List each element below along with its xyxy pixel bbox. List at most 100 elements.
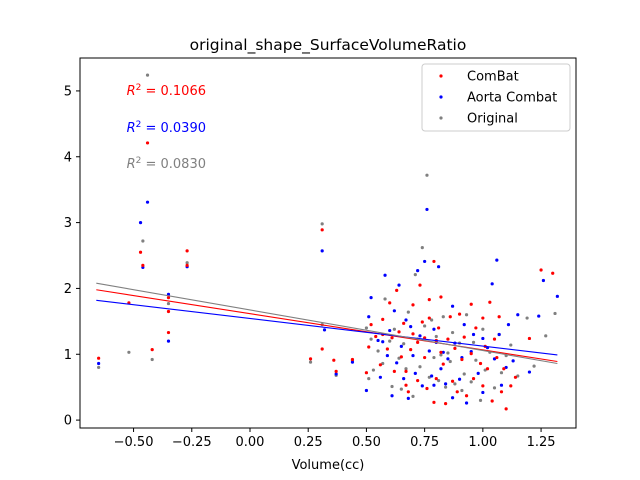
point-combat-68 xyxy=(474,326,478,330)
point-combat-39 xyxy=(416,340,420,345)
legend-box xyxy=(421,63,571,132)
point-combat-0 xyxy=(97,356,101,360)
point-aorta-combat-59 xyxy=(490,282,494,286)
r2-label-combat: R2 = 0.1066 xyxy=(127,83,206,99)
point-aorta-combat-36 xyxy=(427,349,431,353)
point-combat-83 xyxy=(513,375,518,379)
point-combat-27 xyxy=(392,369,396,373)
point-aorta-combat-13 xyxy=(369,296,373,300)
point-original-22 xyxy=(397,356,401,360)
point-original-21 xyxy=(392,327,396,331)
point-combat-10 xyxy=(185,263,189,267)
point-original-64 xyxy=(532,364,536,368)
point-aorta-combat-44 xyxy=(444,382,448,386)
point-original-53 xyxy=(478,398,483,402)
point-original-49 xyxy=(464,313,469,317)
point-combat-16 xyxy=(350,357,355,362)
y-tick-label: 2 xyxy=(64,282,72,297)
point-original-45 xyxy=(453,382,457,386)
point-original-50 xyxy=(469,380,473,384)
point-aorta-combat-26 xyxy=(404,318,408,322)
point-combat-12 xyxy=(320,228,324,232)
point-original-35 xyxy=(430,318,434,322)
point-original-38 xyxy=(437,379,441,383)
point-aorta-combat-41 xyxy=(437,265,441,269)
point-combat-23 xyxy=(381,317,385,321)
point-combat-69 xyxy=(478,361,483,366)
point-combat-59 xyxy=(453,346,457,350)
point-original-66 xyxy=(553,311,557,316)
point-combat-5 xyxy=(150,348,154,352)
point-combat-43 xyxy=(423,355,427,360)
point-aorta-combat-25 xyxy=(402,377,406,381)
point-combat-62 xyxy=(460,357,464,362)
point-aorta-combat-46 xyxy=(450,304,455,308)
point-combat-81 xyxy=(504,407,508,411)
x-tick-label: −0.50 xyxy=(114,435,154,450)
point-combat-37 xyxy=(411,303,415,307)
point-aorta-combat-22 xyxy=(395,361,399,365)
point-aorta-combat-24 xyxy=(399,344,403,348)
point-aorta-combat-60 xyxy=(492,357,497,361)
point-combat-15 xyxy=(334,369,338,373)
point-original-4 xyxy=(150,357,154,362)
point-aorta-combat-14 xyxy=(376,338,380,343)
point-aorta-combat-34 xyxy=(423,259,427,264)
point-aorta-combat-42 xyxy=(439,367,443,371)
point-aorta-combat-20 xyxy=(390,394,394,398)
point-original-24 xyxy=(402,342,406,346)
point-aorta-combat-68 xyxy=(527,370,532,374)
fit-line-combat xyxy=(96,289,558,363)
point-combat-18 xyxy=(367,345,371,349)
series-original xyxy=(97,73,557,402)
y-tick-label: 5 xyxy=(64,84,72,99)
point-combat-17 xyxy=(364,371,369,375)
r2-label-original: R2 = 0.0830 xyxy=(127,156,206,172)
point-combat-82 xyxy=(509,384,513,388)
point-aorta-combat-55 xyxy=(476,371,480,375)
point-original-44 xyxy=(450,330,455,335)
point-original-47 xyxy=(460,388,464,393)
point-combat-13 xyxy=(320,347,324,351)
point-original-5 xyxy=(166,301,171,306)
point-original-8 xyxy=(320,222,324,226)
point-aorta-combat-30 xyxy=(413,371,417,375)
point-combat-56 xyxy=(446,337,450,341)
point-original-37 xyxy=(434,334,438,339)
point-combat-11 xyxy=(308,357,313,361)
point-combat-40 xyxy=(418,283,422,287)
point-aorta-combat-32 xyxy=(418,334,422,338)
point-combat-4 xyxy=(145,141,150,145)
point-combat-14 xyxy=(332,358,336,362)
point-combat-25 xyxy=(388,301,392,305)
point-combat-79 xyxy=(499,390,504,394)
point-combat-30 xyxy=(399,355,403,359)
point-combat-26 xyxy=(390,336,394,340)
point-combat-46 xyxy=(427,298,431,302)
point-original-27 xyxy=(411,394,415,398)
point-combat-55 xyxy=(444,402,448,406)
point-original-15 xyxy=(371,368,376,372)
plot-frame xyxy=(79,57,577,429)
point-original-30 xyxy=(418,365,422,369)
point-combat-75 xyxy=(490,399,494,403)
point-aorta-combat-0 xyxy=(97,361,101,366)
point-original-54 xyxy=(481,327,485,331)
point-aorta-combat-18 xyxy=(385,353,389,358)
point-combat-78 xyxy=(497,315,501,319)
y-tick-label: 4 xyxy=(64,150,72,165)
point-aorta-combat-57 xyxy=(481,390,485,395)
x-tick-label: 0.00 xyxy=(236,435,265,450)
point-aorta-combat-61 xyxy=(495,258,499,262)
point-combat-3 xyxy=(141,263,145,267)
point-combat-84 xyxy=(527,336,532,341)
point-combat-20 xyxy=(374,334,378,339)
x-axis-label: Volume(cc) xyxy=(292,458,365,473)
point-combat-61 xyxy=(457,312,462,316)
legend-marker-aorta-combat xyxy=(439,95,443,99)
point-combat-8 xyxy=(166,309,171,314)
point-combat-65 xyxy=(469,302,473,306)
point-combat-21 xyxy=(378,363,382,367)
point-aorta-combat-33 xyxy=(420,384,424,388)
